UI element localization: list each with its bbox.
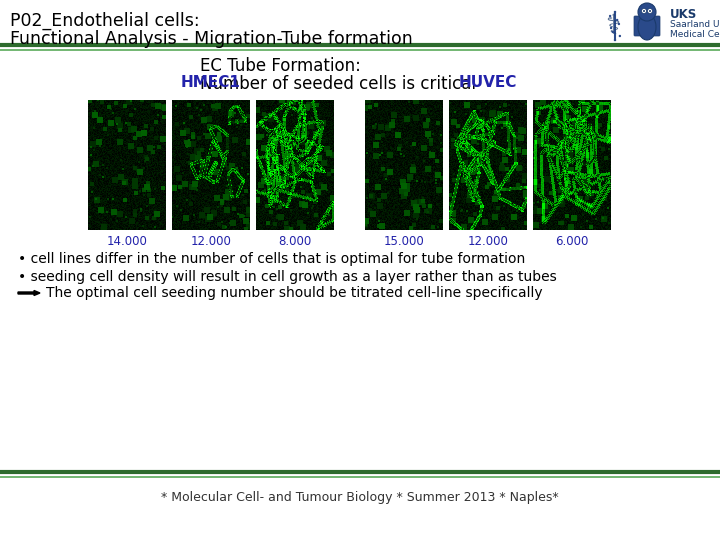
Ellipse shape xyxy=(638,14,656,40)
Text: The optimal cell seeding number should be titrated cell-line specifically: The optimal cell seeding number should b… xyxy=(46,286,543,300)
Text: Medical Center: Medical Center xyxy=(670,30,720,39)
Circle shape xyxy=(618,23,620,25)
Text: 15.000: 15.000 xyxy=(384,235,424,248)
Circle shape xyxy=(642,9,647,14)
Text: • seeding cell density will result in cell growth as a layer rather than as tube: • seeding cell density will result in ce… xyxy=(18,270,557,284)
Text: Number of seeded cells is critical: Number of seeded cells is critical xyxy=(200,75,476,93)
Text: HUVEC: HUVEC xyxy=(459,75,517,90)
Text: UKS: UKS xyxy=(670,8,697,21)
FancyArrow shape xyxy=(18,291,40,295)
Text: P02_Endothelial cells:: P02_Endothelial cells: xyxy=(10,12,199,30)
Circle shape xyxy=(609,15,611,17)
Circle shape xyxy=(643,10,645,12)
Text: 12.000: 12.000 xyxy=(467,235,508,248)
Circle shape xyxy=(610,27,612,29)
Text: 8.000: 8.000 xyxy=(279,235,312,248)
Text: 14.000: 14.000 xyxy=(107,235,148,248)
Text: 12.000: 12.000 xyxy=(191,235,231,248)
Text: 6.000: 6.000 xyxy=(555,235,589,248)
Circle shape xyxy=(613,39,616,41)
Text: 🦉: 🦉 xyxy=(633,12,649,40)
Text: Functional Analysis - Migration-Tube formation: Functional Analysis - Migration-Tube for… xyxy=(10,30,413,48)
Text: * Molecular Cell- and Tumour Biology * Summer 2013 * Naples*: * Molecular Cell- and Tumour Biology * S… xyxy=(161,491,559,504)
Text: • cell lines differ in the number of cells that is optimal for tube formation: • cell lines differ in the number of cel… xyxy=(18,252,526,266)
FancyBboxPatch shape xyxy=(650,16,660,36)
Circle shape xyxy=(647,9,652,14)
Text: EC Tube Formation:: EC Tube Formation: xyxy=(200,57,361,75)
Circle shape xyxy=(618,35,621,37)
Text: Saarland University: Saarland University xyxy=(670,20,720,29)
Circle shape xyxy=(611,31,614,33)
Circle shape xyxy=(613,11,616,13)
Text: HMEC1: HMEC1 xyxy=(181,75,241,90)
Circle shape xyxy=(649,10,651,12)
Circle shape xyxy=(638,3,656,21)
Circle shape xyxy=(616,19,618,21)
FancyBboxPatch shape xyxy=(634,16,644,36)
Text: ⚕: ⚕ xyxy=(605,12,620,40)
